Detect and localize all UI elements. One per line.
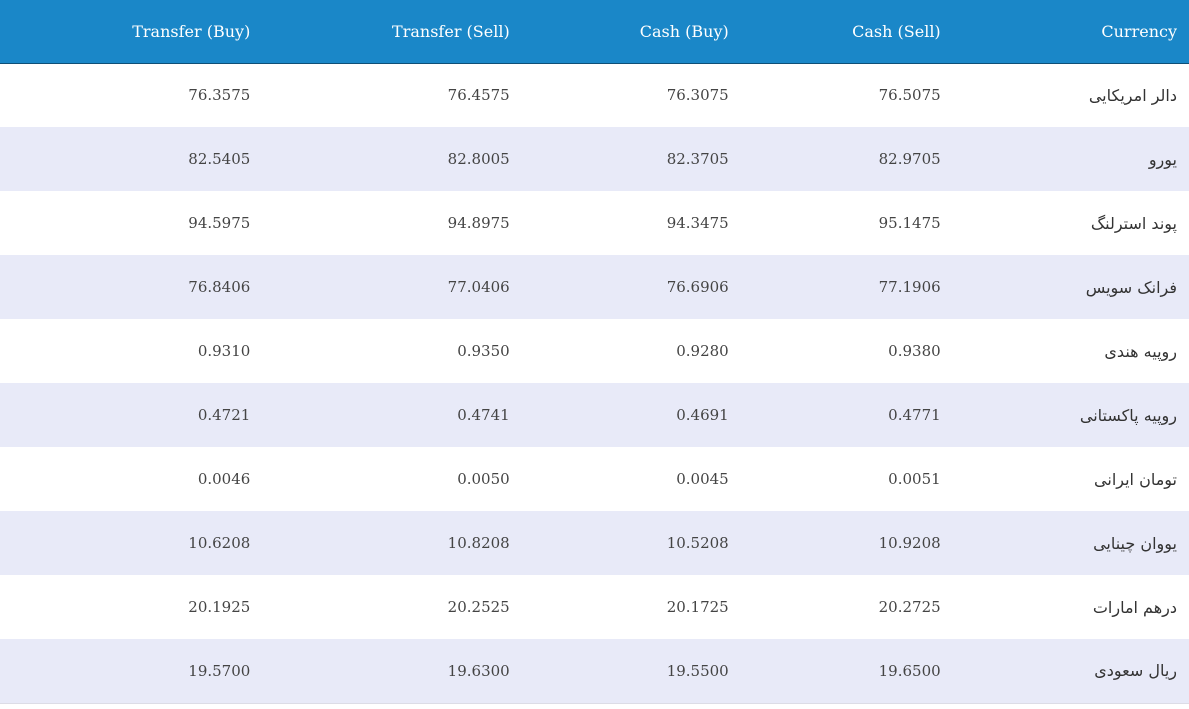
transfer-buy-cell: 0.9310 <box>197 342 251 360</box>
cash-sell-cell: 19.6500 <box>728 639 941 704</box>
cash-sell-cell: 0.4771 <box>888 406 941 424</box>
transfer-buy-cell: 19.5700 <box>0 639 251 704</box>
header-transfer-sell: Transfer (Sell) <box>250 0 510 64</box>
transfer-sell-cell: 77.0406 <box>447 278 510 296</box>
cash-buy-cell: 0.0045 <box>676 470 729 488</box>
cash-buy-cell: 76.3075 <box>666 86 729 105</box>
cash-buy-cell: 19.5500 <box>509 639 729 704</box>
cash-sell-cell: 0.0051 <box>888 470 941 488</box>
cash-sell-cell: 20.2725 <box>878 598 941 616</box>
table-row: 20.1925 20.2525 20.1725 20.2725 درهم اما… <box>0 575 1189 639</box>
header-currency: Currency <box>940 0 1189 64</box>
header-transfer-buy: Transfer (Buy) <box>0 0 251 64</box>
header-cash-sell: Cash (Sell) <box>728 0 941 64</box>
cash-sell-cell: 10.9208 <box>878 534 941 552</box>
currency-name-cell: روپیه هندی <box>1104 341 1177 361</box>
cash-sell-cell: 0.9380 <box>888 342 941 360</box>
transfer-buy-cell: 20.1925 <box>188 598 251 616</box>
currency-name-cell: فرانک سویس <box>1085 277 1177 297</box>
cash-buy-cell: 0.9280 <box>676 342 729 360</box>
cash-buy-cell: 20.1725 <box>666 598 729 616</box>
currency-name-cell: پوند استرلنگ <box>1090 213 1177 233</box>
cash-buy-cell: 0.4691 <box>676 406 729 424</box>
transfer-sell-cell: 94.8975 <box>447 214 510 232</box>
transfer-buy-cell: 0.0046 <box>197 470 251 488</box>
cash-buy-cell: 82.3705 <box>666 150 729 168</box>
currency-name-cell: تومان ایرانی <box>1094 469 1177 489</box>
currency-name-cell: روپیه پاکستانی <box>1079 405 1177 425</box>
currency-name-cell: دالر امریکایی <box>1088 85 1177 105</box>
transfer-sell-cell: 76.4575 <box>447 86 510 105</box>
table-row: 0.0046 0.0050 0.0045 0.0051 تومان ایرانی <box>0 447 1189 511</box>
transfer-sell-cell: 0.9350 <box>457 342 510 360</box>
cash-buy-cell: 94.3475 <box>666 214 729 232</box>
transfer-buy-cell: 10.6208 <box>188 534 251 552</box>
transfer-sell-cell: 0.0050 <box>457 470 510 488</box>
table-header: Transfer (Buy) Transfer (Sell) Cash (Buy… <box>0 0 1189 64</box>
currency-name-cell: یورو <box>1148 149 1177 169</box>
cash-sell-cell: 76.5075 <box>878 86 941 105</box>
cash-sell-cell: 82.9705 <box>878 150 941 168</box>
transfer-sell-cell: 19.6300 <box>250 639 510 704</box>
table-row: 76.8406 77.0406 76.6906 77.1906 فرانک سو… <box>0 255 1189 319</box>
table-row: 0.9310 0.9350 0.9280 0.9380 روپیه هندی <box>0 319 1189 383</box>
transfer-sell-cell: 20.2525 <box>447 598 510 616</box>
transfer-buy-cell: 76.3575 <box>188 86 251 105</box>
cash-sell-cell: 95.1475 <box>878 214 941 232</box>
transfer-sell-cell: 0.4741 <box>457 406 510 424</box>
transfer-buy-cell: 0.4721 <box>197 406 251 424</box>
table-row: 94.5975 94.8975 94.3475 95.1475 پوند است… <box>0 191 1189 255</box>
transfer-buy-cell: 82.5405 <box>188 150 251 168</box>
table-row: 82.5405 82.8005 82.3705 82.9705 یورو <box>0 127 1189 191</box>
table-row: 19.5700 19.6300 19.5500 19.6500 ریال سعو… <box>0 639 1189 704</box>
currency-name-cell: یووان چینایی <box>1093 533 1177 553</box>
transfer-buy-cell: 94.5975 <box>188 214 251 232</box>
currency-name-cell: درهم امارات <box>1092 597 1177 617</box>
currency-name-cell: ریال سعودی <box>940 639 1189 704</box>
transfer-sell-cell: 82.8005 <box>447 150 510 168</box>
table-row: 10.6208 10.8208 10.5208 10.9208 یووان چی… <box>0 511 1189 575</box>
table-row: 0.4721 0.4741 0.4691 0.4771 روپیه پاکستا… <box>0 383 1189 447</box>
header-row: Transfer (Buy) Transfer (Sell) Cash (Buy… <box>0 0 1189 64</box>
table-body: 76.3575 76.4575 76.3075 76.5075 دالر امر… <box>0 63 1189 704</box>
cash-buy-cell: 10.5208 <box>666 534 729 552</box>
cash-buy-cell: 76.6906 <box>666 278 729 296</box>
table-row: 76.3575 76.4575 76.3075 76.5075 دالر امر… <box>0 63 1189 127</box>
header-cash-buy: Cash (Buy) <box>509 0 729 64</box>
transfer-sell-cell: 10.8208 <box>447 534 510 552</box>
cash-sell-cell: 77.1906 <box>878 278 941 296</box>
transfer-buy-cell: 76.8406 <box>188 278 251 296</box>
